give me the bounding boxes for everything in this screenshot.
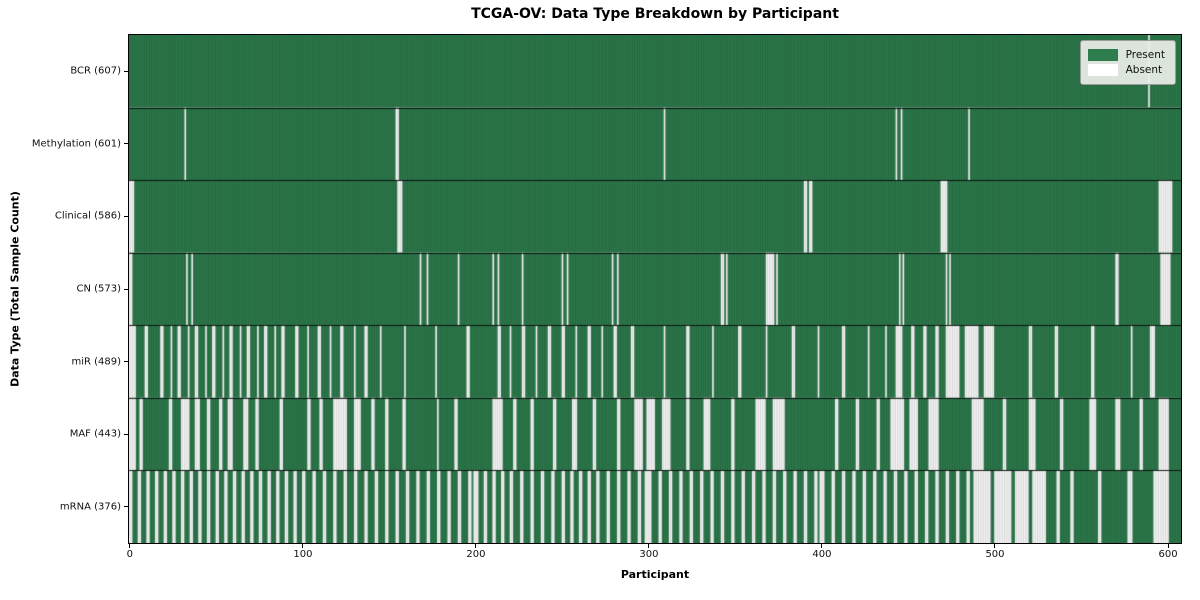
- y-tick-mark: [124, 288, 128, 290]
- legend-entry-present: Present: [1087, 49, 1165, 61]
- y-tick-mark: [124, 433, 128, 435]
- row-label: miR (489): [71, 356, 121, 368]
- x-tick-label: 0: [126, 549, 134, 560]
- x-tick-mark: [821, 544, 823, 548]
- row-label: mRNA (376): [59, 501, 121, 513]
- x-tick-label: 400: [812, 549, 832, 560]
- x-tick-label: 100: [293, 549, 313, 560]
- row-label: MAF (443): [69, 428, 121, 440]
- x-tick-mark: [994, 544, 996, 548]
- legend-label-absent: Absent: [1125, 64, 1163, 76]
- heatmap-canvas: [129, 35, 1181, 543]
- x-tick-mark: [302, 544, 304, 548]
- x-tick-mark: [475, 544, 477, 548]
- legend-entry-absent: Absent: [1087, 64, 1165, 76]
- legend: Present Absent: [1079, 40, 1176, 85]
- chart-title: TCGA-OV: Data Type Breakdown by Particip…: [471, 6, 839, 22]
- row-label: Methylation (601): [31, 138, 121, 150]
- x-tick-label: 300: [639, 549, 659, 560]
- x-tick-mark: [129, 544, 131, 548]
- legend-swatch-present-icon: [1087, 49, 1118, 61]
- x-tick-mark: [648, 544, 650, 548]
- plot-area: Present Absent: [128, 34, 1182, 544]
- y-tick-mark: [124, 70, 128, 72]
- row-label: BCR (607): [70, 65, 121, 77]
- x-tick-label: 200: [466, 549, 486, 560]
- x-tick-label: 500: [985, 549, 1005, 560]
- y-tick-mark: [124, 361, 128, 363]
- row-label: CN (573): [76, 283, 121, 295]
- legend-swatch-absent-icon: [1087, 64, 1118, 76]
- y-tick-mark: [124, 215, 128, 217]
- x-tick-label: 600: [1158, 549, 1178, 560]
- x-axis-label: Participant: [620, 568, 690, 581]
- y-tick-mark: [124, 143, 128, 145]
- legend-label-present: Present: [1125, 49, 1165, 61]
- x-tick-mark: [1167, 544, 1169, 548]
- y-tick-mark: [124, 506, 128, 508]
- row-label: Clinical (586): [54, 210, 121, 222]
